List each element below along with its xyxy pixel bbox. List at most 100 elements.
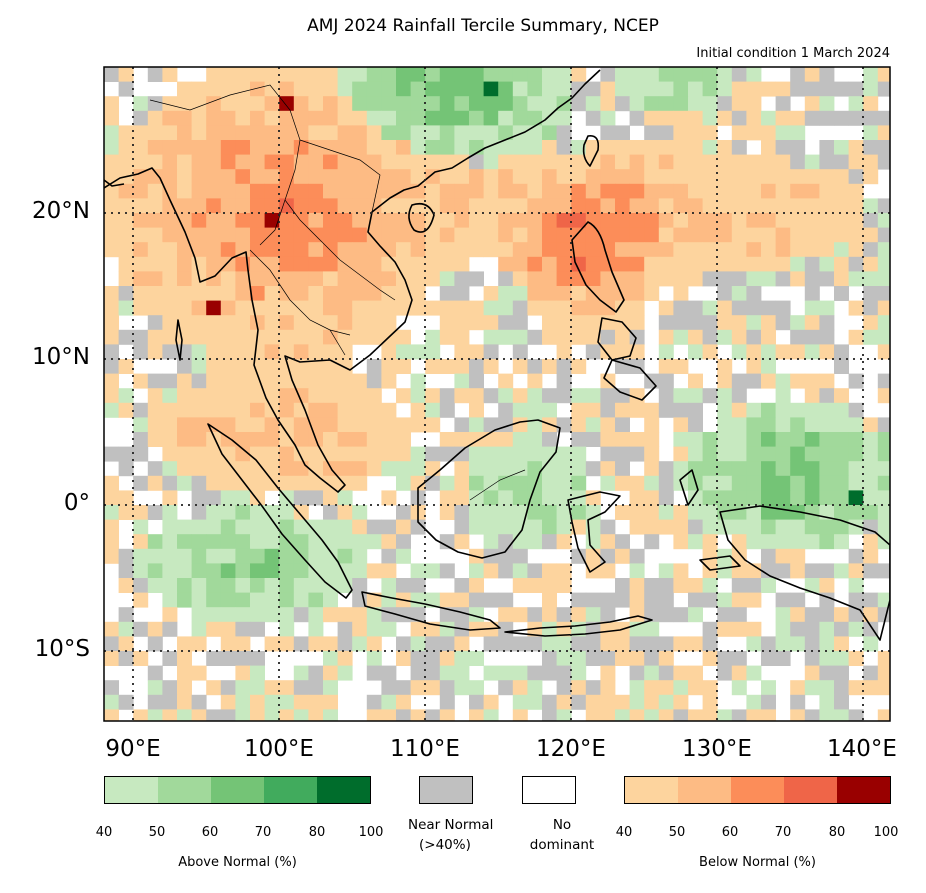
grid-cell: [629, 183, 645, 199]
grid-cell: [644, 432, 660, 447]
grid-cell: [118, 359, 134, 374]
grid-cell: [454, 81, 470, 97]
grid-cell: [308, 694, 324, 710]
grid-cell: [220, 505, 236, 520]
grid-cell: [425, 271, 441, 287]
grid-cell: [834, 534, 849, 550]
grid-cell: [425, 198, 441, 214]
grid-cell: [396, 446, 411, 462]
grid-cell: [279, 125, 295, 141]
grid-cell: [410, 709, 426, 721]
grid-cell: [337, 621, 353, 637]
grid-cell: [279, 213, 295, 228]
grid-cell: [658, 607, 674, 623]
grid-cell: [527, 461, 543, 477]
grid-cell: [118, 140, 134, 155]
grid-cell: [439, 592, 455, 608]
grid-cell: [162, 373, 178, 389]
grid-cell: [731, 140, 747, 155]
grid-cell: [220, 344, 236, 360]
grid-cell: [235, 548, 251, 564]
grid-cell: [220, 461, 236, 477]
grid-cell: [293, 140, 309, 155]
grid-cell: [542, 96, 557, 112]
grid-cell: [804, 578, 820, 593]
grid-cell: [118, 198, 134, 214]
grid-cell: [147, 694, 163, 710]
grid-cell: [264, 578, 280, 593]
grid-cell: [469, 490, 484, 506]
grid-cell: [264, 475, 280, 491]
grid-cell: [848, 110, 864, 126]
grid-cell: [746, 271, 762, 287]
grid-cell: [352, 213, 368, 228]
grid-cell: [585, 81, 601, 97]
grid-cell: [104, 329, 119, 345]
grid-cell: [454, 417, 470, 433]
grid-cell: [848, 519, 864, 535]
grid-cell: [220, 213, 236, 228]
grid-cell: [264, 183, 280, 199]
grid-cell: [439, 329, 455, 345]
grid-cell: [556, 125, 572, 141]
lon-label-110e: 110°E: [390, 736, 460, 762]
grid-cell: [469, 607, 484, 623]
grid-cell: [542, 125, 557, 141]
grid-cell: [790, 417, 806, 433]
grid-cell: [235, 373, 251, 389]
grid-cell: [746, 110, 762, 126]
grid-cell: [454, 110, 470, 126]
grid-cell: [206, 680, 222, 696]
grid-cell: [804, 256, 820, 272]
grid-cell: [352, 446, 368, 462]
grid-cell: [834, 286, 849, 301]
grid-cell: [104, 96, 119, 112]
grid-cell: [366, 286, 382, 301]
grid-cell: [147, 505, 163, 520]
grid-cell: [556, 519, 572, 535]
grid-cell: [293, 534, 309, 550]
grid-cell: [483, 315, 499, 331]
grid-cell: [133, 475, 149, 491]
grid-cell: [863, 227, 879, 243]
grid-cell: [191, 183, 207, 199]
grid-cell: [731, 373, 747, 389]
grid-cell: [396, 183, 411, 199]
grid-cell: [688, 300, 703, 316]
grid-cell: [250, 578, 265, 593]
grid-cell: [775, 548, 791, 564]
grid-cell: [425, 592, 441, 608]
grid-cell: [542, 578, 557, 593]
grid-cell: [279, 636, 295, 652]
grid-cell: [542, 67, 557, 82]
grid-cell: [162, 344, 178, 360]
grid-cell: [118, 388, 134, 404]
grid-cell: [337, 432, 353, 447]
grid-cell: [191, 81, 207, 97]
grid-cell: [381, 300, 397, 316]
grid-cell: [629, 271, 645, 287]
grid-cell: [673, 67, 689, 82]
grid-cell: [819, 81, 835, 97]
grid-cell: [761, 548, 776, 564]
grid-cell: [746, 432, 762, 447]
grid-cell: [483, 665, 499, 681]
grid-cell: [658, 242, 674, 258]
grid-cell: [644, 183, 660, 199]
grid-cell: [673, 256, 689, 272]
grid-cell: [658, 315, 674, 331]
grid-cell: [790, 475, 806, 491]
grid-cell: [731, 534, 747, 550]
grid-cell: [702, 183, 718, 199]
grid-cell: [439, 271, 455, 287]
grid-cell: [220, 271, 236, 287]
grid-cell: [162, 432, 178, 447]
grid-cell: [410, 81, 426, 97]
grid-cell: [235, 140, 251, 155]
grid-cell: [834, 402, 849, 418]
grid-cell: [571, 213, 587, 228]
grid-cell: [527, 402, 543, 418]
grid-cell: [118, 694, 134, 710]
grid-cell: [775, 607, 791, 623]
grid-cell: [133, 183, 149, 199]
